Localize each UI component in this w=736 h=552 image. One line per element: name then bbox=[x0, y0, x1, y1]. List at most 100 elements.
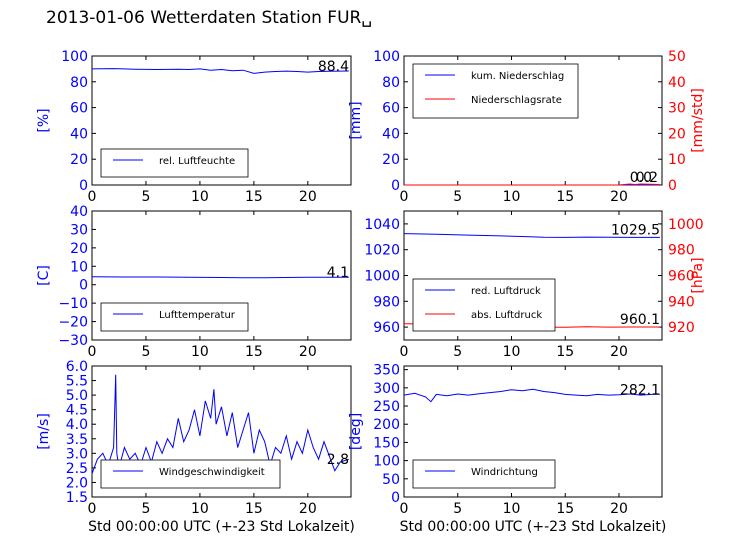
series-line-1 bbox=[404, 183, 660, 186]
y-tick-label: 40 bbox=[70, 204, 88, 220]
x-tick-label: 10 bbox=[503, 344, 521, 360]
last-value-label: 4.1 bbox=[327, 265, 349, 281]
y-tick-label: 60 bbox=[382, 101, 400, 117]
last-value-label: 2.8 bbox=[327, 452, 349, 468]
plot-frame bbox=[403, 365, 663, 498]
x-tick-label: 0 bbox=[88, 189, 97, 205]
series-line-0 bbox=[91, 276, 349, 279]
legend-label: kum. Niederschlag bbox=[471, 71, 564, 82]
y-tick-label: 4.0 bbox=[66, 417, 88, 433]
y-tick-label: 0 bbox=[79, 278, 88, 294]
y-right-tick-label: 960 bbox=[668, 269, 695, 285]
y-tick-label: 150 bbox=[373, 435, 400, 451]
legend-box bbox=[100, 148, 249, 178]
y-right-tick-label: 30 bbox=[668, 101, 686, 117]
x-tick-label: 0 bbox=[400, 344, 409, 360]
x-tick-label: 0 bbox=[400, 501, 409, 517]
x-tick-label: 15 bbox=[556, 344, 574, 360]
last-value-label: 88.4 bbox=[318, 59, 349, 75]
y-right-tick-label: 0 bbox=[668, 178, 677, 194]
x-tick-label: 15 bbox=[245, 189, 263, 205]
y-tick-label: 960 bbox=[373, 320, 400, 336]
legend-box bbox=[100, 302, 249, 332]
last-value-label: 1029.5 bbox=[611, 222, 660, 238]
plot-frame bbox=[91, 55, 352, 186]
y-tick-label: 0 bbox=[79, 178, 88, 194]
x-tick-label: 5 bbox=[453, 189, 462, 205]
x-tick-label: 10 bbox=[191, 344, 209, 360]
y-tick-label: 40 bbox=[382, 126, 400, 142]
y-right-axis-label: [mm/std] bbox=[690, 88, 706, 153]
y-right-tick-label: 920 bbox=[668, 320, 695, 336]
y-tick-label: 4.5 bbox=[66, 403, 88, 419]
y-right-tick-label: 1000 bbox=[668, 217, 704, 233]
y-tick-label: 20 bbox=[70, 152, 88, 168]
x-tick-label: 15 bbox=[556, 501, 574, 517]
x-tick-label: 5 bbox=[453, 501, 462, 517]
x-tick-label: 20 bbox=[299, 344, 317, 360]
legend-box bbox=[412, 459, 556, 489]
x-tick-label: 20 bbox=[610, 344, 628, 360]
y-tick-label: 1020 bbox=[364, 243, 400, 259]
y-tick-label: 1040 bbox=[364, 217, 400, 233]
x-tick-label: 15 bbox=[245, 501, 263, 517]
x-tick-label: 10 bbox=[191, 189, 209, 205]
y-tick-label: 3.0 bbox=[66, 446, 88, 462]
y-tick-label: 200 bbox=[373, 417, 400, 433]
y-right-tick-label: 50 bbox=[668, 49, 686, 65]
y-tick-label: 1000 bbox=[364, 269, 400, 285]
y-tick-label: 100 bbox=[373, 454, 400, 470]
legend-box bbox=[412, 278, 556, 332]
y-tick-label: −10 bbox=[58, 296, 88, 312]
legend-label: Windgeschwindigkeit bbox=[159, 467, 265, 478]
y-tick-label: −30 bbox=[58, 333, 88, 349]
x-tick-label: 10 bbox=[503, 501, 521, 517]
y-tick-label: 30 bbox=[70, 222, 88, 238]
plot-frame bbox=[91, 365, 352, 498]
y-tick-label: 980 bbox=[373, 294, 400, 310]
y-tick-label: 2.0 bbox=[66, 475, 88, 491]
x-tick-label: 0 bbox=[400, 189, 409, 205]
x-tick-label: 15 bbox=[245, 344, 263, 360]
y-axis-label: [mm] bbox=[348, 101, 364, 139]
last-value-label: 0.0 bbox=[630, 170, 652, 186]
legend-label: rel. Luftfeuchte bbox=[159, 156, 235, 167]
legend-label: red. Luftdruck bbox=[471, 286, 541, 297]
x-tick-label: 20 bbox=[299, 501, 317, 517]
x-tick-label: 5 bbox=[141, 344, 150, 360]
series-line-0 bbox=[91, 68, 349, 74]
y-axis-label: [m/s] bbox=[36, 413, 52, 450]
x-tick-label: 10 bbox=[191, 501, 209, 517]
y-tick-label: 300 bbox=[373, 381, 400, 397]
y-tick-label: 6.0 bbox=[66, 359, 88, 375]
y-tick-label: 20 bbox=[382, 152, 400, 168]
y-tick-label: 60 bbox=[70, 101, 88, 117]
x-tick-label: 20 bbox=[610, 189, 628, 205]
series-line-0 bbox=[403, 233, 660, 238]
y-tick-label: −20 bbox=[58, 315, 88, 331]
y-tick-label: 80 bbox=[382, 75, 400, 91]
y-right-tick-label: 10 bbox=[668, 152, 686, 168]
x-tick-label: 5 bbox=[141, 189, 150, 205]
y-right-tick-label: 40 bbox=[668, 75, 686, 91]
series-line-0 bbox=[91, 374, 349, 474]
y-tick-label: 10 bbox=[70, 259, 88, 275]
page-title: 2013-01-06 Wetterdaten Station FUR␣ bbox=[46, 8, 373, 28]
y-tick-label: 20 bbox=[70, 241, 88, 257]
y-tick-label: 250 bbox=[373, 399, 400, 415]
legend-label: abs. Luftdruck bbox=[471, 310, 542, 321]
x-tick-label: 5 bbox=[453, 344, 462, 360]
x-axis-label: Std 00:00:00 UTC (+-23 Std Lokalzeit) bbox=[400, 519, 667, 535]
x-tick-label: 15 bbox=[556, 189, 574, 205]
legend-box bbox=[100, 459, 281, 489]
y-right-tick-label: 980 bbox=[668, 243, 695, 259]
y-tick-label: 350 bbox=[373, 363, 400, 379]
y-axis-label: [C] bbox=[36, 265, 52, 286]
series-line-0 bbox=[403, 388, 660, 403]
y-tick-label: 50 bbox=[382, 472, 400, 488]
x-axis-label: Std 00:00:00 UTC (+-23 Std Lokalzeit) bbox=[88, 519, 355, 535]
y-tick-label: 80 bbox=[70, 75, 88, 91]
y-tick-label: 5.0 bbox=[66, 388, 88, 404]
y-tick-label: 100 bbox=[61, 49, 88, 65]
y-right-tick-label: 20 bbox=[668, 126, 686, 142]
